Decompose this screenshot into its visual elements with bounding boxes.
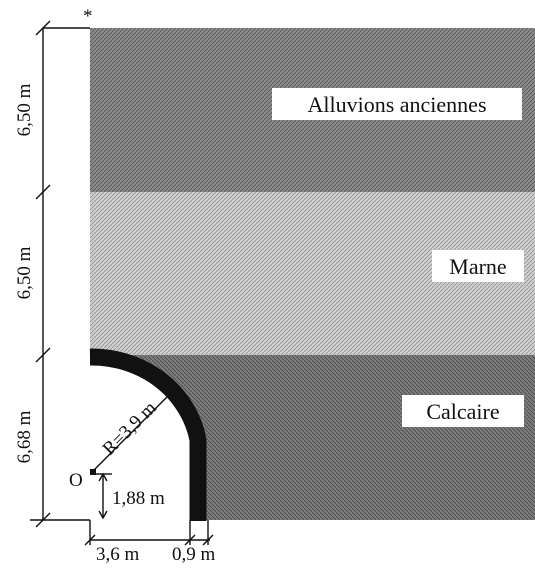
- thickness-label-alluvions: 6,50 m: [14, 83, 35, 136]
- layer-label-box-alluvions: [272, 88, 522, 120]
- origin-point: [90, 469, 96, 475]
- origin-height-arrowhead-bottom: [98, 510, 108, 520]
- width-label: 3,6 m: [96, 544, 140, 565]
- tunnel-lining: [89, 348, 207, 521]
- thickness-label-marne: 6,50 m: [14, 246, 35, 299]
- layer-label-box-calcaire: [402, 395, 524, 427]
- origin-height-label: 1,88 m: [112, 488, 165, 509]
- lining-label: 0,9 m: [172, 544, 216, 565]
- layer-label-marne: Marne: [449, 254, 506, 279]
- tunnel-interior: [90, 364, 190, 520]
- layer-label-alluvions: Alluvions anciennes: [307, 92, 486, 117]
- thickness-label-calcaire: 6,68 m: [14, 410, 35, 463]
- origin-label: O: [69, 470, 83, 491]
- layer-label-calcaire: Calcaire: [426, 399, 499, 424]
- layer-label-box-marne: [432, 250, 524, 282]
- radius-line: [91, 388, 176, 473]
- star-marker: *: [83, 6, 93, 27]
- tick-1: [35, 184, 51, 200]
- tick-2: [35, 347, 51, 363]
